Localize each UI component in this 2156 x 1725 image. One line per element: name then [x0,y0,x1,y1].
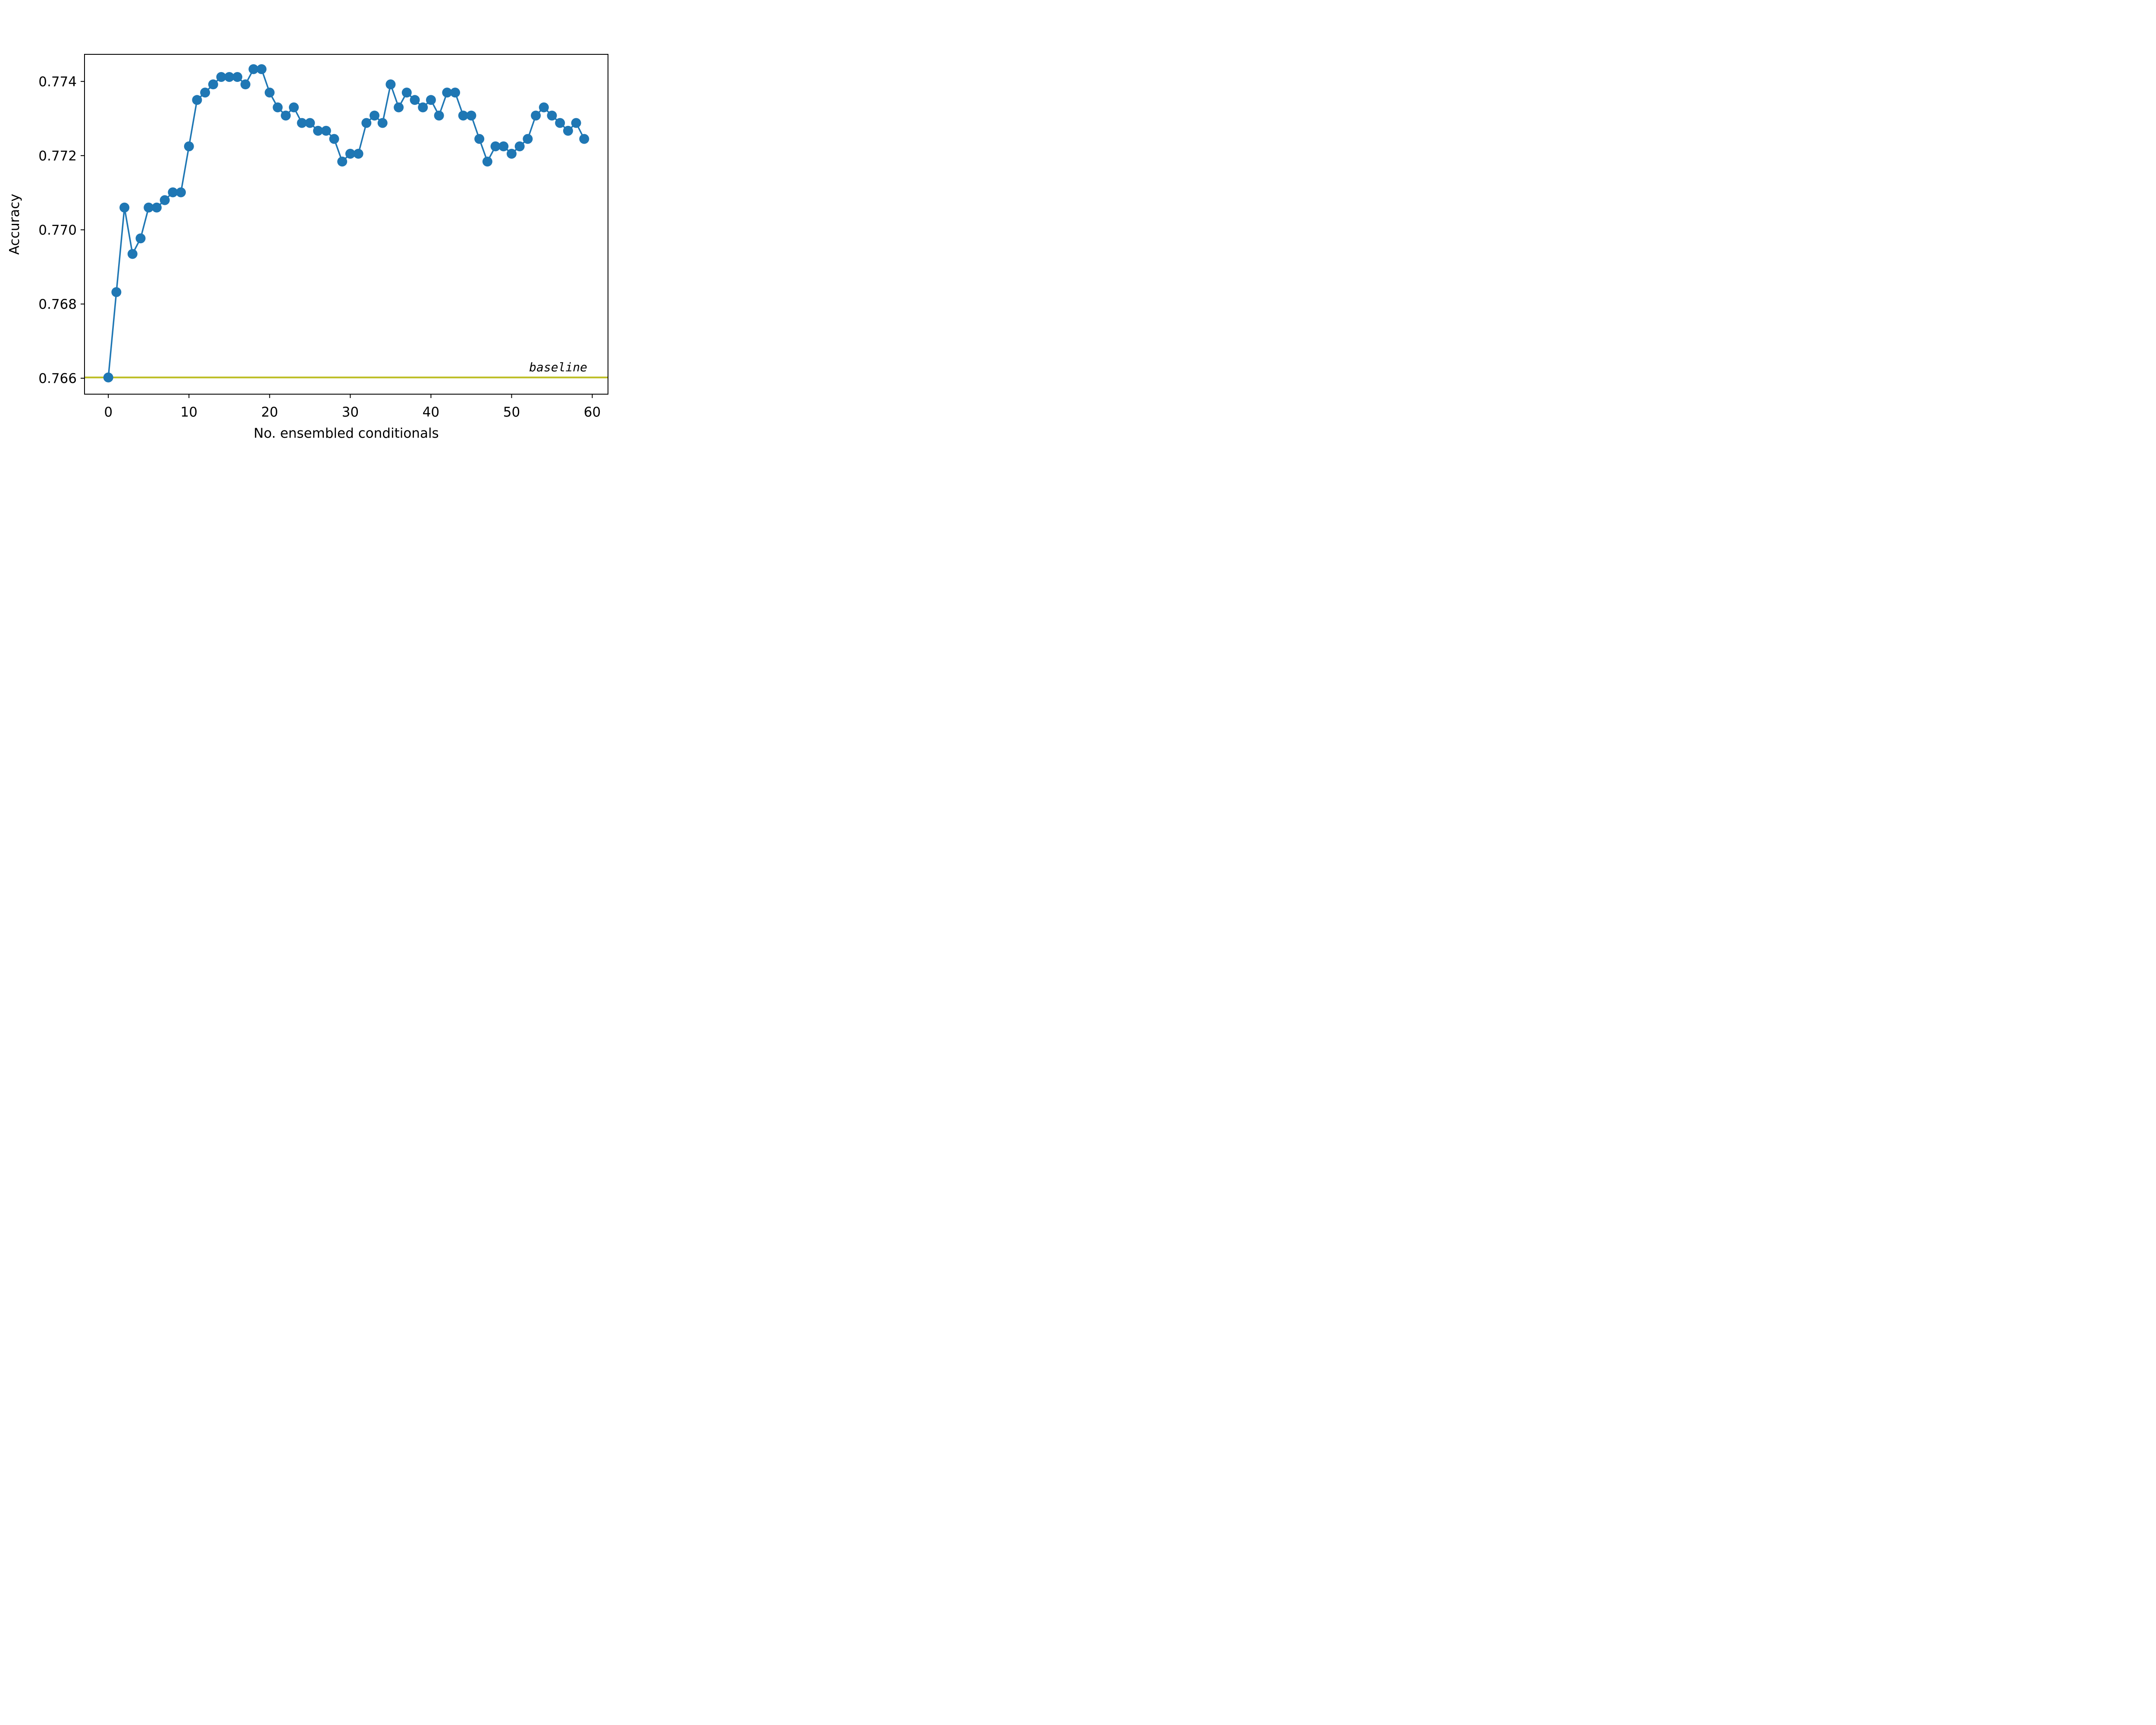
x-axis: 0 10 20 30 40 50 60 [104,394,601,420]
data-point [127,249,138,259]
figure-background [0,0,667,448]
data-point [377,118,388,128]
data-point [385,79,396,90]
data-point [321,125,331,136]
data-point [401,88,412,98]
x-tick-label: 0 [104,405,113,420]
baseline-label: baseline [529,360,587,374]
data-point [151,202,162,213]
data-point [563,125,573,136]
data-point [474,134,485,144]
series-layer [103,64,589,383]
data-point [353,149,364,159]
data-point [305,118,315,128]
x-tick-label: 50 [503,405,520,420]
data-point [144,202,154,213]
data-point [248,64,259,74]
data-point [498,141,509,151]
data-point [361,118,372,128]
data-point [103,372,113,383]
data-point [490,141,501,151]
data-point [281,110,291,121]
data-point [168,187,178,198]
data-point [288,102,299,113]
data-point [192,95,202,105]
plot-frame [84,54,608,395]
data-point [523,134,533,144]
data-point [337,157,348,167]
y-tick-label: 0.766 [38,371,77,386]
data-point [579,134,589,144]
data-point [240,79,251,90]
x-tick-label: 40 [423,405,439,420]
data-point [466,110,476,121]
data-point [160,195,170,205]
data-point [257,64,267,74]
data-point [410,95,420,105]
x-axis-label: No. ensembled conditionals [254,426,439,441]
data-point [418,102,428,113]
data-point [329,134,339,144]
data-point [555,118,565,128]
data-point [394,102,404,113]
x-tick-label: 20 [261,405,278,420]
data-point [434,110,444,121]
data-point [571,118,581,128]
y-tick-label: 0.772 [38,148,77,164]
data-point [426,95,436,105]
data-point [539,102,549,113]
data-point [176,187,186,198]
y-axis-label: Accuracy [7,194,22,255]
data-point [482,157,492,167]
data-point [135,233,146,244]
data-point [297,118,307,128]
data-point [224,72,235,82]
data-point [313,125,323,136]
x-tick-label: 60 [584,405,601,420]
data-point [547,110,557,121]
data-point [119,202,130,213]
data-point [458,110,468,121]
data-point [273,102,283,113]
accuracy-chart: 0 10 20 30 40 50 60 0.7660.7680.7700.7720.774 … [0,0,667,448]
x-tick-label: 30 [342,405,359,420]
y-tick-label: 0.774 [38,74,77,90]
y-tick-label: 0.768 [38,297,77,312]
data-point [264,88,275,98]
data-point [345,149,355,159]
data-point [216,72,226,82]
data-point [111,287,122,297]
data-point [184,141,194,151]
y-axis: 0.766 0.768 0.770 0.772 0.774 [38,74,85,386]
data-point [506,149,517,159]
data-point [200,88,210,98]
y-tick-label: 0.770 [38,223,77,238]
data-point [531,110,541,121]
x-tick-label: 10 [181,405,197,420]
data-point [442,88,452,98]
data-point [369,110,379,121]
data-point [208,79,218,90]
data-point [514,141,525,151]
data-point [232,72,242,82]
data-point [450,88,461,98]
